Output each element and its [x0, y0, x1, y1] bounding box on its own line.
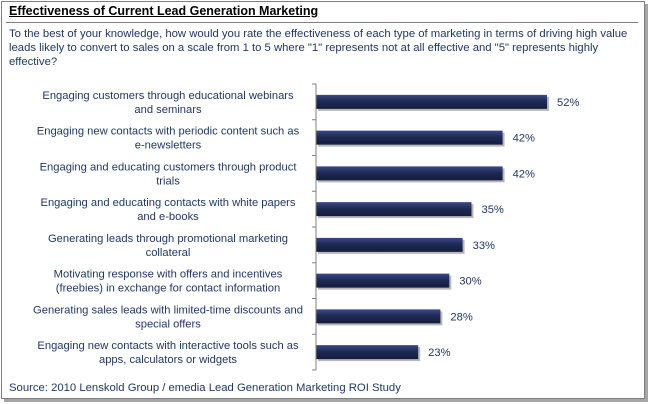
value-label: 33% [473, 240, 495, 252]
category-label: Engaging and educating customers through… [40, 161, 298, 187]
value-label: 52% [557, 97, 579, 109]
value-label: 42% [513, 168, 535, 180]
bar [316, 94, 547, 109]
value-label: 30% [459, 276, 481, 288]
title-divider [6, 22, 638, 23]
value-label: 28% [450, 311, 472, 323]
value-label: 23% [428, 347, 450, 359]
bar [316, 202, 472, 217]
category-label: Generating sales leads with limited-time… [33, 304, 303, 330]
category-label: Motivating response with offers and ince… [54, 269, 283, 295]
bar [316, 273, 450, 288]
source-note: Source: 2010 Lenskold Group / emedia Lea… [9, 382, 401, 394]
bar [316, 130, 503, 145]
value-label: 42% [513, 133, 535, 145]
category-label: Engaging new contacts with periodic cont… [37, 126, 300, 152]
bar [316, 309, 441, 324]
category-label: Generating leads through promotional mar… [48, 233, 288, 259]
category-label: Engaging customers through educational w… [42, 90, 294, 116]
category-label: Engaging new contacts with interactive t… [37, 340, 299, 366]
value-label: 35% [481, 204, 503, 216]
category-label: Engaging and educating contacts with whi… [41, 197, 296, 223]
bar [316, 166, 503, 181]
chart-frame [1, 1, 645, 399]
survey-question: To the best of your knowledge, how would… [9, 28, 628, 68]
bar [316, 345, 419, 360]
chart-title: Effectiveness of Current Lead Generation… [9, 4, 319, 18]
bar [316, 237, 463, 252]
